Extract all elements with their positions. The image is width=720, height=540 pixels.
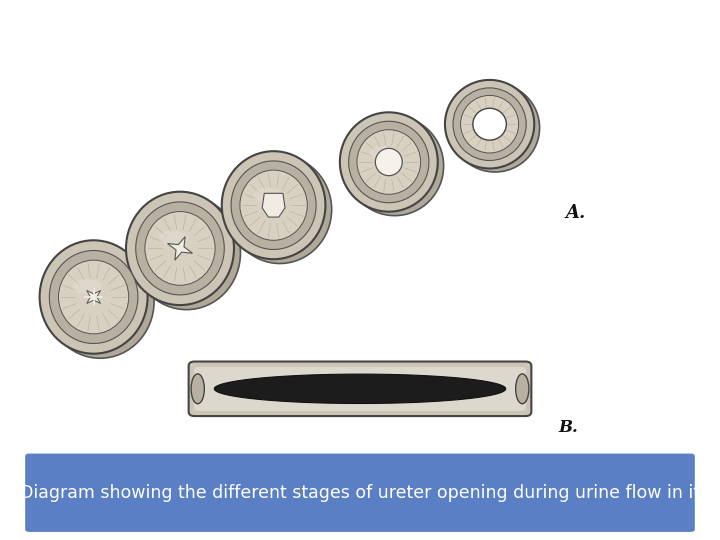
Ellipse shape <box>132 196 240 309</box>
Polygon shape <box>262 193 285 217</box>
Ellipse shape <box>72 279 102 295</box>
Ellipse shape <box>126 192 234 305</box>
Ellipse shape <box>191 374 204 404</box>
Text: Diagram showing the different stages of ureter opening during urine flow in it: Diagram showing the different stages of … <box>20 484 700 502</box>
Ellipse shape <box>240 170 307 240</box>
Ellipse shape <box>357 130 420 194</box>
Ellipse shape <box>145 212 215 285</box>
FancyBboxPatch shape <box>194 367 526 411</box>
Ellipse shape <box>346 116 444 215</box>
Text: A.: A. <box>565 204 585 222</box>
Ellipse shape <box>375 148 402 176</box>
Ellipse shape <box>450 84 539 172</box>
FancyBboxPatch shape <box>189 362 531 416</box>
Ellipse shape <box>445 80 534 168</box>
Ellipse shape <box>50 251 138 343</box>
Ellipse shape <box>348 122 429 202</box>
Ellipse shape <box>461 96 518 153</box>
Ellipse shape <box>222 151 325 259</box>
Ellipse shape <box>236 388 485 401</box>
Text: B.: B. <box>558 418 577 435</box>
Ellipse shape <box>473 108 506 140</box>
Ellipse shape <box>472 110 497 123</box>
Polygon shape <box>215 374 505 403</box>
Ellipse shape <box>340 112 438 212</box>
Ellipse shape <box>228 156 332 264</box>
FancyBboxPatch shape <box>25 454 695 532</box>
Ellipse shape <box>231 161 316 249</box>
Ellipse shape <box>516 374 529 404</box>
Ellipse shape <box>253 188 282 203</box>
Ellipse shape <box>135 202 225 295</box>
Ellipse shape <box>369 146 397 160</box>
Polygon shape <box>168 237 192 260</box>
Ellipse shape <box>46 245 154 358</box>
Ellipse shape <box>58 260 129 334</box>
Ellipse shape <box>40 240 148 354</box>
Ellipse shape <box>453 88 526 160</box>
Ellipse shape <box>158 230 189 246</box>
Polygon shape <box>86 291 101 303</box>
